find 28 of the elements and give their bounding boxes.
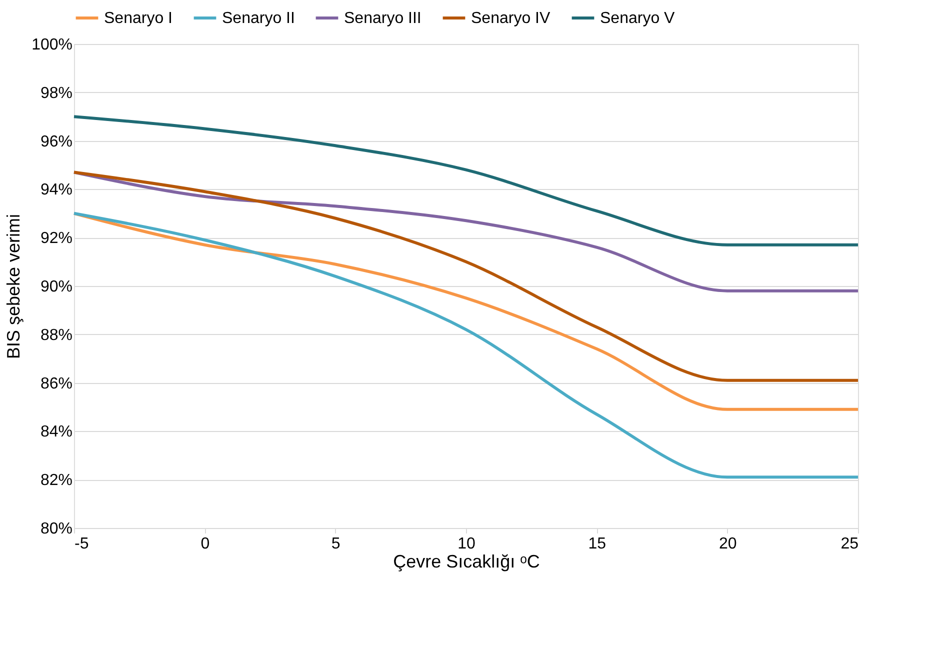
legend-label: Senaryo IV bbox=[471, 10, 550, 27]
legend-label: Senaryo II bbox=[222, 10, 295, 27]
y-tick-label: 84% bbox=[40, 424, 72, 441]
line-series bbox=[72, 115, 860, 246]
legend-label: Senaryo V bbox=[600, 10, 676, 27]
x-tick-label: 25 bbox=[840, 536, 859, 552]
y-tick-label: 94% bbox=[40, 182, 72, 199]
y-tick-label: 100% bbox=[32, 36, 72, 54]
x-tick-label: 0 bbox=[200, 536, 210, 552]
y-axis-title: BIS şebeke verimi bbox=[4, 214, 24, 360]
y-tick-label: 88% bbox=[40, 326, 72, 344]
x-tick-label: 5 bbox=[331, 536, 340, 552]
legend-label: Senaryo III bbox=[344, 10, 422, 27]
y-tick-label: 86% bbox=[40, 375, 72, 392]
line-series bbox=[72, 170, 860, 382]
line-series bbox=[72, 212, 860, 479]
x-tick-label: 10 bbox=[458, 536, 476, 552]
y-tick-label: 82% bbox=[40, 472, 72, 490]
x-axis-title: Çevre Sıcaklığı ᵒC bbox=[393, 552, 540, 572]
y-tick-label: 96% bbox=[40, 133, 72, 150]
y-tick-label: 80% bbox=[40, 520, 72, 538]
x-tick-label: 20 bbox=[718, 536, 737, 552]
legend-label: Senaryo I bbox=[104, 10, 172, 27]
y-tick-label: 92% bbox=[40, 230, 72, 248]
y-tick-label: 98% bbox=[40, 84, 72, 102]
y-tick-label: 90% bbox=[40, 278, 72, 296]
x-tick-label: 15 bbox=[588, 536, 606, 552]
x-tick-label: -5 bbox=[74, 536, 89, 552]
